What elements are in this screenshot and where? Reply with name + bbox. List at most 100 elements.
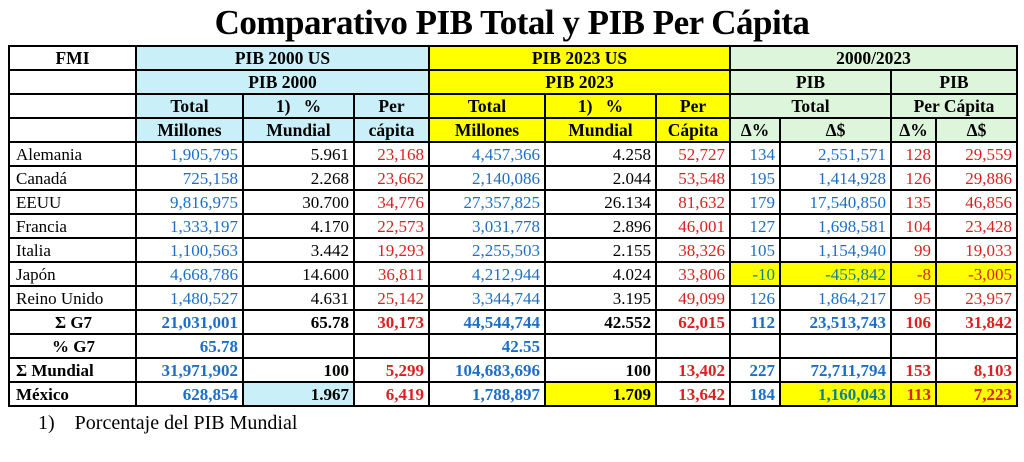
table-cell: 8,103: [935, 357, 1018, 383]
table-cell: 49,099: [655, 285, 731, 311]
table-cell: 104: [890, 213, 937, 239]
row-label: Italia: [8, 237, 137, 263]
page-title: Comparativo PIB Total y PIB Per Cápita: [214, 3, 810, 42]
header-cell: Δ$: [779, 117, 892, 143]
table-cell: 99: [890, 237, 937, 263]
table-cell: [890, 333, 937, 359]
header-cell: cápita: [353, 117, 430, 143]
table-cell: 105: [729, 237, 781, 263]
table-row: Canadá 725,158 2.268 23,662 2,140,086 2.044 53…: [8, 165, 1018, 191]
table-cell: 4,212,944: [428, 261, 546, 287]
table-cell: 113: [890, 381, 937, 407]
table-cell: 27,357,825: [428, 189, 546, 215]
header-row: Total 1) % Per Total 1) % Per Total Per Cápita: [8, 93, 1018, 119]
table-cell: 13,402: [655, 357, 731, 383]
table-cell: [729, 333, 781, 359]
header-cell: Total: [428, 93, 546, 119]
table-row: Japón 4,668,786 14.600 36,811 4,212,944 4.024…: [8, 261, 1018, 287]
header-cell: Cápita: [655, 117, 731, 143]
row-label: Francia: [8, 213, 137, 239]
table-cell: 72,711,794: [779, 357, 892, 383]
table-cell: -3,005: [935, 261, 1018, 287]
table-cell: 1,100,563: [135, 237, 244, 263]
table-cell: 179: [729, 189, 781, 215]
header-cell: [8, 117, 137, 143]
table-cell: 1.967: [242, 381, 355, 407]
table-cell: 5.961: [242, 141, 355, 167]
table-cell: 104,683,696: [428, 357, 546, 383]
header-cell: Total: [135, 93, 244, 119]
table-cell: 2.155: [544, 237, 657, 263]
table-cell: -8: [890, 261, 937, 287]
table-cell: 2.044: [544, 165, 657, 191]
table-cell: 100: [242, 357, 355, 383]
table-cell: 17,540,850: [779, 189, 892, 215]
header-cell: Millones: [428, 117, 546, 143]
table-cell: 134: [729, 141, 781, 167]
header-cell: PIB 2000: [135, 69, 430, 95]
table-cell: 2.896: [544, 213, 657, 239]
header-cell: Total: [729, 93, 892, 119]
table-cell: 23,168: [353, 141, 430, 167]
table-cell: 23,662: [353, 165, 430, 191]
table-cell: 7,223: [935, 381, 1018, 407]
table-cell: 95: [890, 285, 937, 311]
table-cell: 3.442: [242, 237, 355, 263]
table-cell: 128: [890, 141, 937, 167]
table-row: % G7 65.78 42.55: [8, 333, 1018, 359]
table-cell: [242, 333, 355, 359]
table-row: Francia 1,333,197 4.170 22,573 3,031,778 2.89…: [8, 213, 1018, 239]
table-cell: 1,333,197: [135, 213, 244, 239]
table-cell: [935, 333, 1018, 359]
table-cell: 31,971,902: [135, 357, 244, 383]
header-cell: Millones: [135, 117, 244, 143]
header-cell: Per: [353, 93, 430, 119]
table-cell: -455,842: [779, 261, 892, 287]
table-cell: 5,299: [353, 357, 430, 383]
table-cell: 195: [729, 165, 781, 191]
table-cell: [544, 333, 657, 359]
table-cell: 26.134: [544, 189, 657, 215]
table-cell: 23,513,743: [779, 309, 892, 335]
table-row: Σ G7 21,031,001 65.78 30,173 44,544,744 42.55…: [8, 309, 1018, 335]
table-cell: 81,632: [655, 189, 731, 215]
table-cell: 29,559: [935, 141, 1018, 167]
table-cell: 23,957: [935, 285, 1018, 311]
header-cell: 1) %: [544, 93, 657, 119]
table-cell: 1,480,527: [135, 285, 244, 311]
table-cell: 1,864,217: [779, 285, 892, 311]
table-head: FMI PIB 2000 US PIB 2023 US 2000/2023 PIB 20…: [8, 45, 1018, 143]
table-cell: 1,154,940: [779, 237, 892, 263]
header-cell: Mundial: [544, 117, 657, 143]
header-cell: PIB 2023 US: [428, 45, 731, 71]
pib-comparison-table: FMI PIB 2000 US PIB 2023 US 2000/2023 PIB 20…: [8, 45, 1018, 407]
table-row: Σ Mundial 31,971,902 100 5,299 104,683,696 10…: [8, 357, 1018, 383]
footnote: 1) Porcentaje del PIB Mundial: [38, 412, 298, 434]
table-cell: -10: [729, 261, 781, 287]
table-row: Alemania 1,905,795 5.961 23,168 4,457,366 4.2…: [8, 141, 1018, 167]
table-cell: 1,905,795: [135, 141, 244, 167]
table-cell: 4.258: [544, 141, 657, 167]
table-cell: 184: [729, 381, 781, 407]
table-cell: 62,015: [655, 309, 731, 335]
row-label: México: [8, 381, 137, 407]
table-cell: 1,698,581: [779, 213, 892, 239]
header-cell: 2000/2023: [729, 45, 1018, 71]
table-cell: 126: [729, 285, 781, 311]
table-cell: 112: [729, 309, 781, 335]
table-cell: 1,414,928: [779, 165, 892, 191]
table-cell: 36,811: [353, 261, 430, 287]
table-cell: 9,816,975: [135, 189, 244, 215]
table-row: Reino Unido 1,480,527 4.631 25,142 3,344,744…: [8, 285, 1018, 311]
table-cell: [353, 333, 430, 359]
header-cell: Δ%: [729, 117, 781, 143]
table-cell: 135: [890, 189, 937, 215]
row-label: % G7: [8, 333, 137, 359]
table-cell: 23,428: [935, 213, 1018, 239]
header-cell: PIB: [729, 69, 892, 95]
table-cell: 4,457,366: [428, 141, 546, 167]
table-cell: 3,031,778: [428, 213, 546, 239]
table-cell: 46,856: [935, 189, 1018, 215]
table-cell: 1,788,897: [428, 381, 546, 407]
table-cell: 153: [890, 357, 937, 383]
